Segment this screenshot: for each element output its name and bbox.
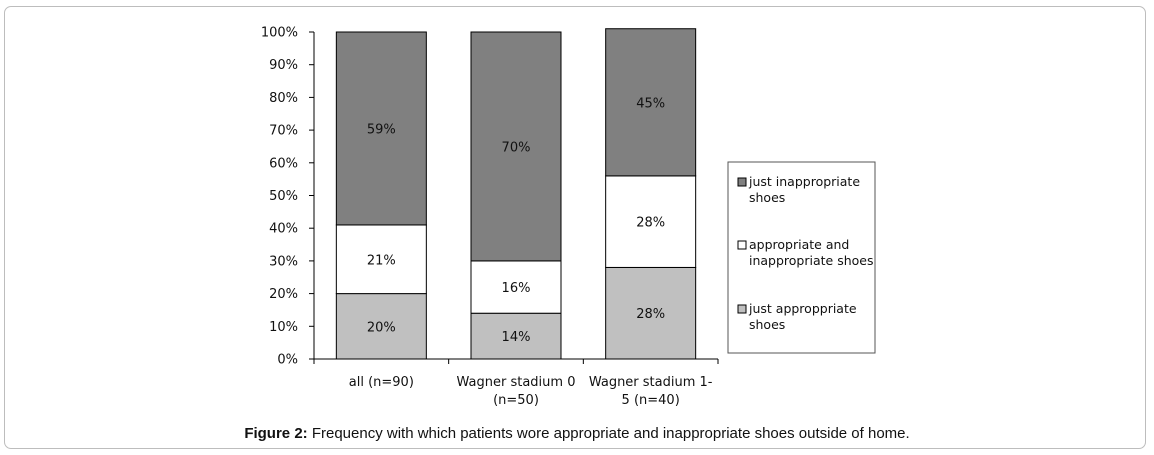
y-tick-label: 20%	[269, 287, 298, 302]
legend-label: just approppriate	[748, 301, 857, 316]
caption-label: Figure 2:	[244, 425, 308, 442]
x-tick-label: Wagner stadium 0	[457, 375, 576, 390]
data-label: 70%	[502, 140, 531, 155]
y-tick-label: 60%	[269, 156, 298, 171]
data-label: 20%	[367, 320, 396, 335]
legend-label: shoes	[749, 317, 785, 332]
data-label: 21%	[367, 253, 396, 268]
y-tick-label: 10%	[269, 320, 298, 335]
y-tick-label: 80%	[269, 91, 298, 106]
bar-segment	[470, 312, 562, 360]
x-tick-label: Wagner stadium 1-	[589, 375, 713, 390]
figure-caption: Figure 2: Frequency with which patients …	[0, 425, 1154, 442]
bar-segment	[470, 260, 562, 314]
stacked-bar-chart: 0% 10% 20% 30% 40% 50% 60% 70% 80% 90% 100% 20% 21% 5…	[261, 26, 876, 408]
bar-segment	[335, 31, 427, 226]
x-tick-label: (n=50)	[493, 393, 539, 408]
bar-segment	[335, 293, 427, 360]
data-label: 28%	[636, 307, 665, 322]
data-label: 16%	[502, 281, 531, 296]
caption-text: Frequency with which patients wore appro…	[307, 425, 910, 442]
y-tick-label: 100%	[261, 26, 298, 41]
data-label: 28%	[636, 216, 665, 231]
bar-segment	[605, 266, 697, 360]
y-tick-label: 90%	[269, 58, 298, 73]
legend-label: shoes	[749, 190, 785, 205]
legend-swatch	[737, 304, 747, 314]
y-tick-label: 0%	[277, 353, 298, 368]
legend-box	[727, 161, 876, 354]
x-tick-label: 5 (n=40)	[622, 393, 680, 408]
y-tick-label: 70%	[269, 124, 298, 139]
legend-swatch	[737, 177, 747, 187]
data-label: 14%	[502, 330, 531, 345]
x-tick-label: all (n=90)	[349, 375, 414, 390]
legend-swatch	[737, 240, 747, 250]
y-tick-label: 40%	[269, 222, 298, 237]
legend-label: appropriate and	[749, 237, 849, 252]
bar-segment	[470, 31, 562, 262]
legend-label: just inappropriate	[748, 174, 860, 189]
data-label: 45%	[636, 96, 665, 111]
bar-segment	[605, 28, 697, 177]
legend-label: inappropriate shoes	[749, 253, 874, 268]
figure-frame	[4, 6, 1146, 449]
bar-segment	[605, 175, 697, 268]
y-tick-label: 30%	[269, 254, 298, 269]
y-tick-label: 50%	[269, 189, 298, 204]
data-label: 59%	[367, 122, 396, 137]
bar-segment	[335, 224, 427, 295]
